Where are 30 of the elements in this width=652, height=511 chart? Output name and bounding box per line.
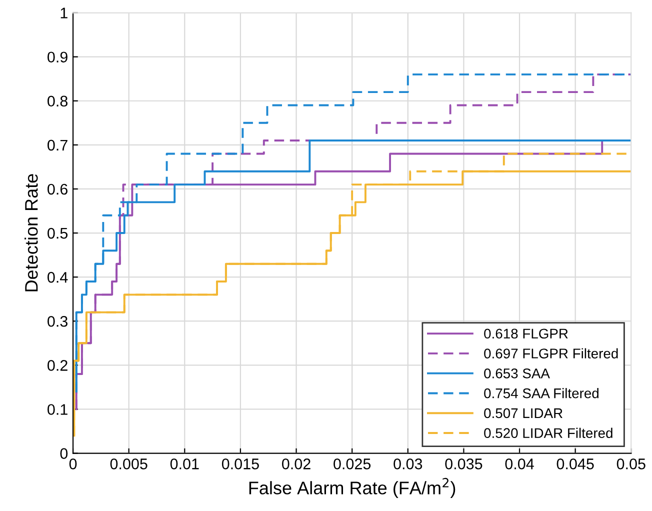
y-tick-label: 0.3 — [48, 316, 68, 327]
y-axis-title: Detection Rate — [24, 174, 38, 292]
y-tick-label: 0.1 — [48, 404, 68, 415]
x-axis-title: False Alarm Rate (FA/m$^{2}$) — [249, 478, 456, 498]
y-tick-label: 1 — [60, 8, 68, 18]
legend-label: 0.507 LIDAR — [484, 408, 562, 418]
x-tick-label: 0.05 — [616, 458, 646, 470]
y-tick-label: 0.5 — [48, 228, 68, 239]
y-tick-label: 0.4 — [48, 272, 68, 283]
x-tick-label: 0.04 — [505, 458, 534, 470]
legend-label: 0.754 SAA Filtered — [484, 388, 598, 398]
y-tick-label: 0.9 — [48, 52, 68, 63]
y-tick-label: 0.2 — [48, 360, 68, 371]
x-tick-label: 0.035 — [445, 458, 482, 470]
x-tick-label: 0.005 — [110, 458, 148, 470]
x-tick-label: 0.025 — [334, 458, 371, 470]
y-tick-label: 0.8 — [48, 96, 68, 107]
legend-label: 0.520 LIDAR Filtered — [484, 428, 612, 438]
x-tick-label: 0.045 — [556, 458, 594, 470]
legend-label: 0.618 FLGPR — [484, 328, 568, 339]
y-tick-label: 0.7 — [48, 140, 68, 151]
legend-label: 0.653 SAA — [484, 368, 550, 378]
y-tick-label: 0.6 — [48, 184, 68, 195]
x-tick-label: 0 — [69, 458, 77, 470]
x-tick-label: 0.015 — [222, 458, 259, 470]
x-tick-label: 0.01 — [170, 458, 199, 470]
legend-label: 0.697 FLGPR Filtered — [484, 348, 618, 358]
y-tick-label: 0 — [60, 448, 68, 459]
x-tick-label: 0.03 — [394, 458, 422, 470]
x-tick-label: 0.02 — [282, 458, 310, 470]
